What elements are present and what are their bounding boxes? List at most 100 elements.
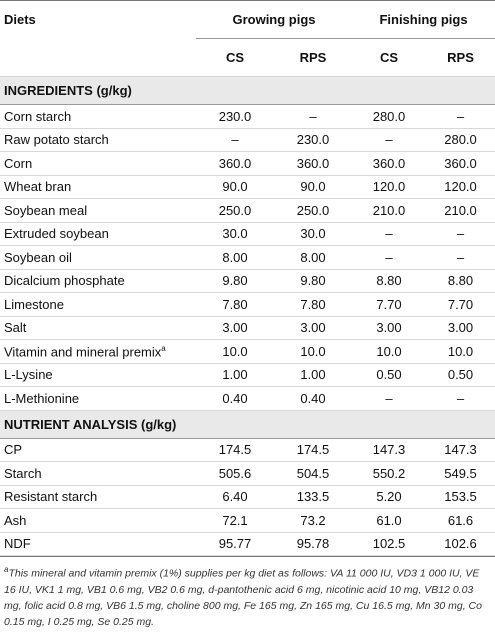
- value-cell: 230.0: [196, 104, 274, 129]
- value-cell: 3.00: [352, 316, 426, 340]
- table-body: Diets Growing pigs Finishing pigs CS RPS CS RP…: [0, 0, 495, 556]
- value-cell: 8.80: [426, 269, 495, 293]
- row-label-cell: Raw potato starch: [0, 128, 196, 152]
- data-row: Limestone 7.80 7.80 7.70 7.70: [0, 292, 495, 317]
- value-cell: 120.0: [352, 175, 426, 199]
- row-label-cell: Starch: [0, 461, 196, 486]
- value-cell: 61.0: [352, 508, 426, 533]
- row-label: Corn starch: [4, 108, 72, 124]
- section-title: INGREDIENTS (g/kg): [0, 76, 495, 105]
- row-label-cell: Soybean meal: [0, 198, 196, 223]
- value-cell: 360.0: [352, 151, 426, 176]
- value-cell: 0.50: [426, 363, 495, 387]
- section-title: NUTRIENT ANALYSIS (g/kg): [0, 409, 495, 439]
- value-cell: 0.40: [274, 386, 352, 411]
- value-cell: 120.0: [426, 175, 495, 199]
- row-label-cell: Corn: [0, 151, 196, 176]
- row-label: Ash: [4, 512, 27, 528]
- data-row: Ash 72.1 73.2 61.0 61.6: [0, 508, 495, 533]
- subheader: RPS: [274, 38, 352, 77]
- value-cell: 95.78: [274, 532, 352, 556]
- row-label: L-Methionine: [4, 390, 80, 406]
- value-cell: 133.5: [274, 485, 352, 509]
- row-label: Dicalcium phosphate: [4, 273, 125, 289]
- row-label-cell: Extruded soybean: [0, 222, 196, 246]
- value-cell: –: [352, 128, 426, 152]
- value-cell: 10.0: [196, 339, 274, 364]
- data-row: Resistant starch 6.40 133.5 5.20 153.5: [0, 485, 495, 509]
- subheader: RPS: [426, 38, 495, 77]
- value-cell: 8.80: [352, 269, 426, 293]
- value-cell: 210.0: [352, 198, 426, 223]
- value-cell: –: [426, 104, 495, 129]
- value-cell: –: [352, 222, 426, 246]
- value-cell: 3.00: [196, 316, 274, 340]
- data-row: L-Methionine 0.40 0.40– –: [0, 386, 495, 411]
- value-cell: 8.00: [196, 245, 274, 270]
- data-row: Dicalcium phosphate 9.80 9.80 8.80 8.80: [0, 269, 495, 293]
- row-label: Wheat bran: [4, 179, 72, 195]
- diet-table: Diets Growing pigs Finishing pigs CS RPS CS RP…: [0, 0, 495, 556]
- value-cell: 90.0: [196, 175, 274, 199]
- footnote-mark: a: [4, 565, 9, 574]
- value-cell: 250.0: [274, 198, 352, 223]
- row-label-cell: L-Lysine: [0, 363, 196, 387]
- row-label-cell: NDF: [0, 532, 196, 556]
- data-row: Soybean oil 8.00 8.00– –: [0, 245, 495, 270]
- value-cell: 9.80: [196, 269, 274, 293]
- value-cell: 360.0: [426, 151, 495, 176]
- value-cell: –: [274, 104, 352, 129]
- value-cell: 210.0: [426, 198, 495, 223]
- footnote-text: This mineral and vitamin premix (1%) sup…: [4, 567, 482, 628]
- row-label: Vitamin and mineral premix: [4, 343, 162, 359]
- row-label: L-Lysine: [4, 367, 53, 383]
- value-cell: 10.0: [426, 339, 495, 364]
- row-label-cell: Salt: [0, 316, 196, 340]
- row-label-cell: CP: [0, 438, 196, 462]
- value-cell: –: [196, 128, 274, 152]
- value-cell: –: [352, 245, 426, 270]
- value-cell: –: [426, 245, 495, 270]
- value-cell: 153.5: [426, 485, 495, 509]
- row-label: CP: [4, 442, 23, 458]
- row-label: Extruded soybean: [4, 226, 109, 242]
- value-cell: –: [352, 386, 426, 411]
- value-cell: 61.6: [426, 508, 495, 533]
- footnote-ref: a: [161, 343, 166, 353]
- section-row: NUTRIENT ANALYSIS (g/kg): [0, 409, 495, 439]
- section-row: INGREDIENTS (g/kg): [0, 76, 495, 105]
- row-label: Corn: [4, 155, 33, 171]
- value-cell: 1.00: [274, 363, 352, 387]
- row-label: Salt: [4, 320, 27, 336]
- data-row: CP 174.5 174.5 147.3 147.3: [0, 438, 495, 462]
- value-cell: 9.80: [274, 269, 352, 293]
- header-group: Finishing pigs: [352, 0, 495, 39]
- row-label-cell: Ash: [0, 508, 196, 533]
- row-label-cell: Corn starch: [0, 104, 196, 129]
- row-label-cell: Vitamin and mineral premixa: [0, 339, 196, 364]
- row-label-cell: Resistant starch: [0, 485, 196, 509]
- value-cell: 90.0: [274, 175, 352, 199]
- data-row: NDF 95.77 95.78 102.5 102.6: [0, 532, 495, 556]
- header-group: Growing pigs: [196, 0, 352, 39]
- data-row: Raw potato starch –230.0–280.0: [0, 128, 495, 152]
- subheader: CS: [196, 38, 274, 77]
- value-cell: 102.5: [352, 532, 426, 556]
- row-label-cell: L-Methionine: [0, 386, 196, 411]
- value-cell: 360.0: [196, 151, 274, 176]
- row-label-cell: Wheat bran: [0, 175, 196, 199]
- value-cell: 7.70: [352, 292, 426, 317]
- value-cell: 174.5: [196, 438, 274, 462]
- value-cell: 549.5: [426, 461, 495, 486]
- header-row: Diets Growing pigs Finishing pigs: [0, 0, 495, 39]
- data-row: Extruded soybean 30.0 30.0– –: [0, 222, 495, 246]
- value-cell: 73.2: [274, 508, 352, 533]
- value-cell: 7.80: [196, 292, 274, 317]
- value-cell: 95.77: [196, 532, 274, 556]
- subheader-row: CS RPS CS RPS: [0, 38, 495, 77]
- value-cell: –: [426, 222, 495, 246]
- data-row: Wheat bran 90.0 90.0 120.0 120.0: [0, 175, 495, 199]
- value-cell: 504.5: [274, 461, 352, 486]
